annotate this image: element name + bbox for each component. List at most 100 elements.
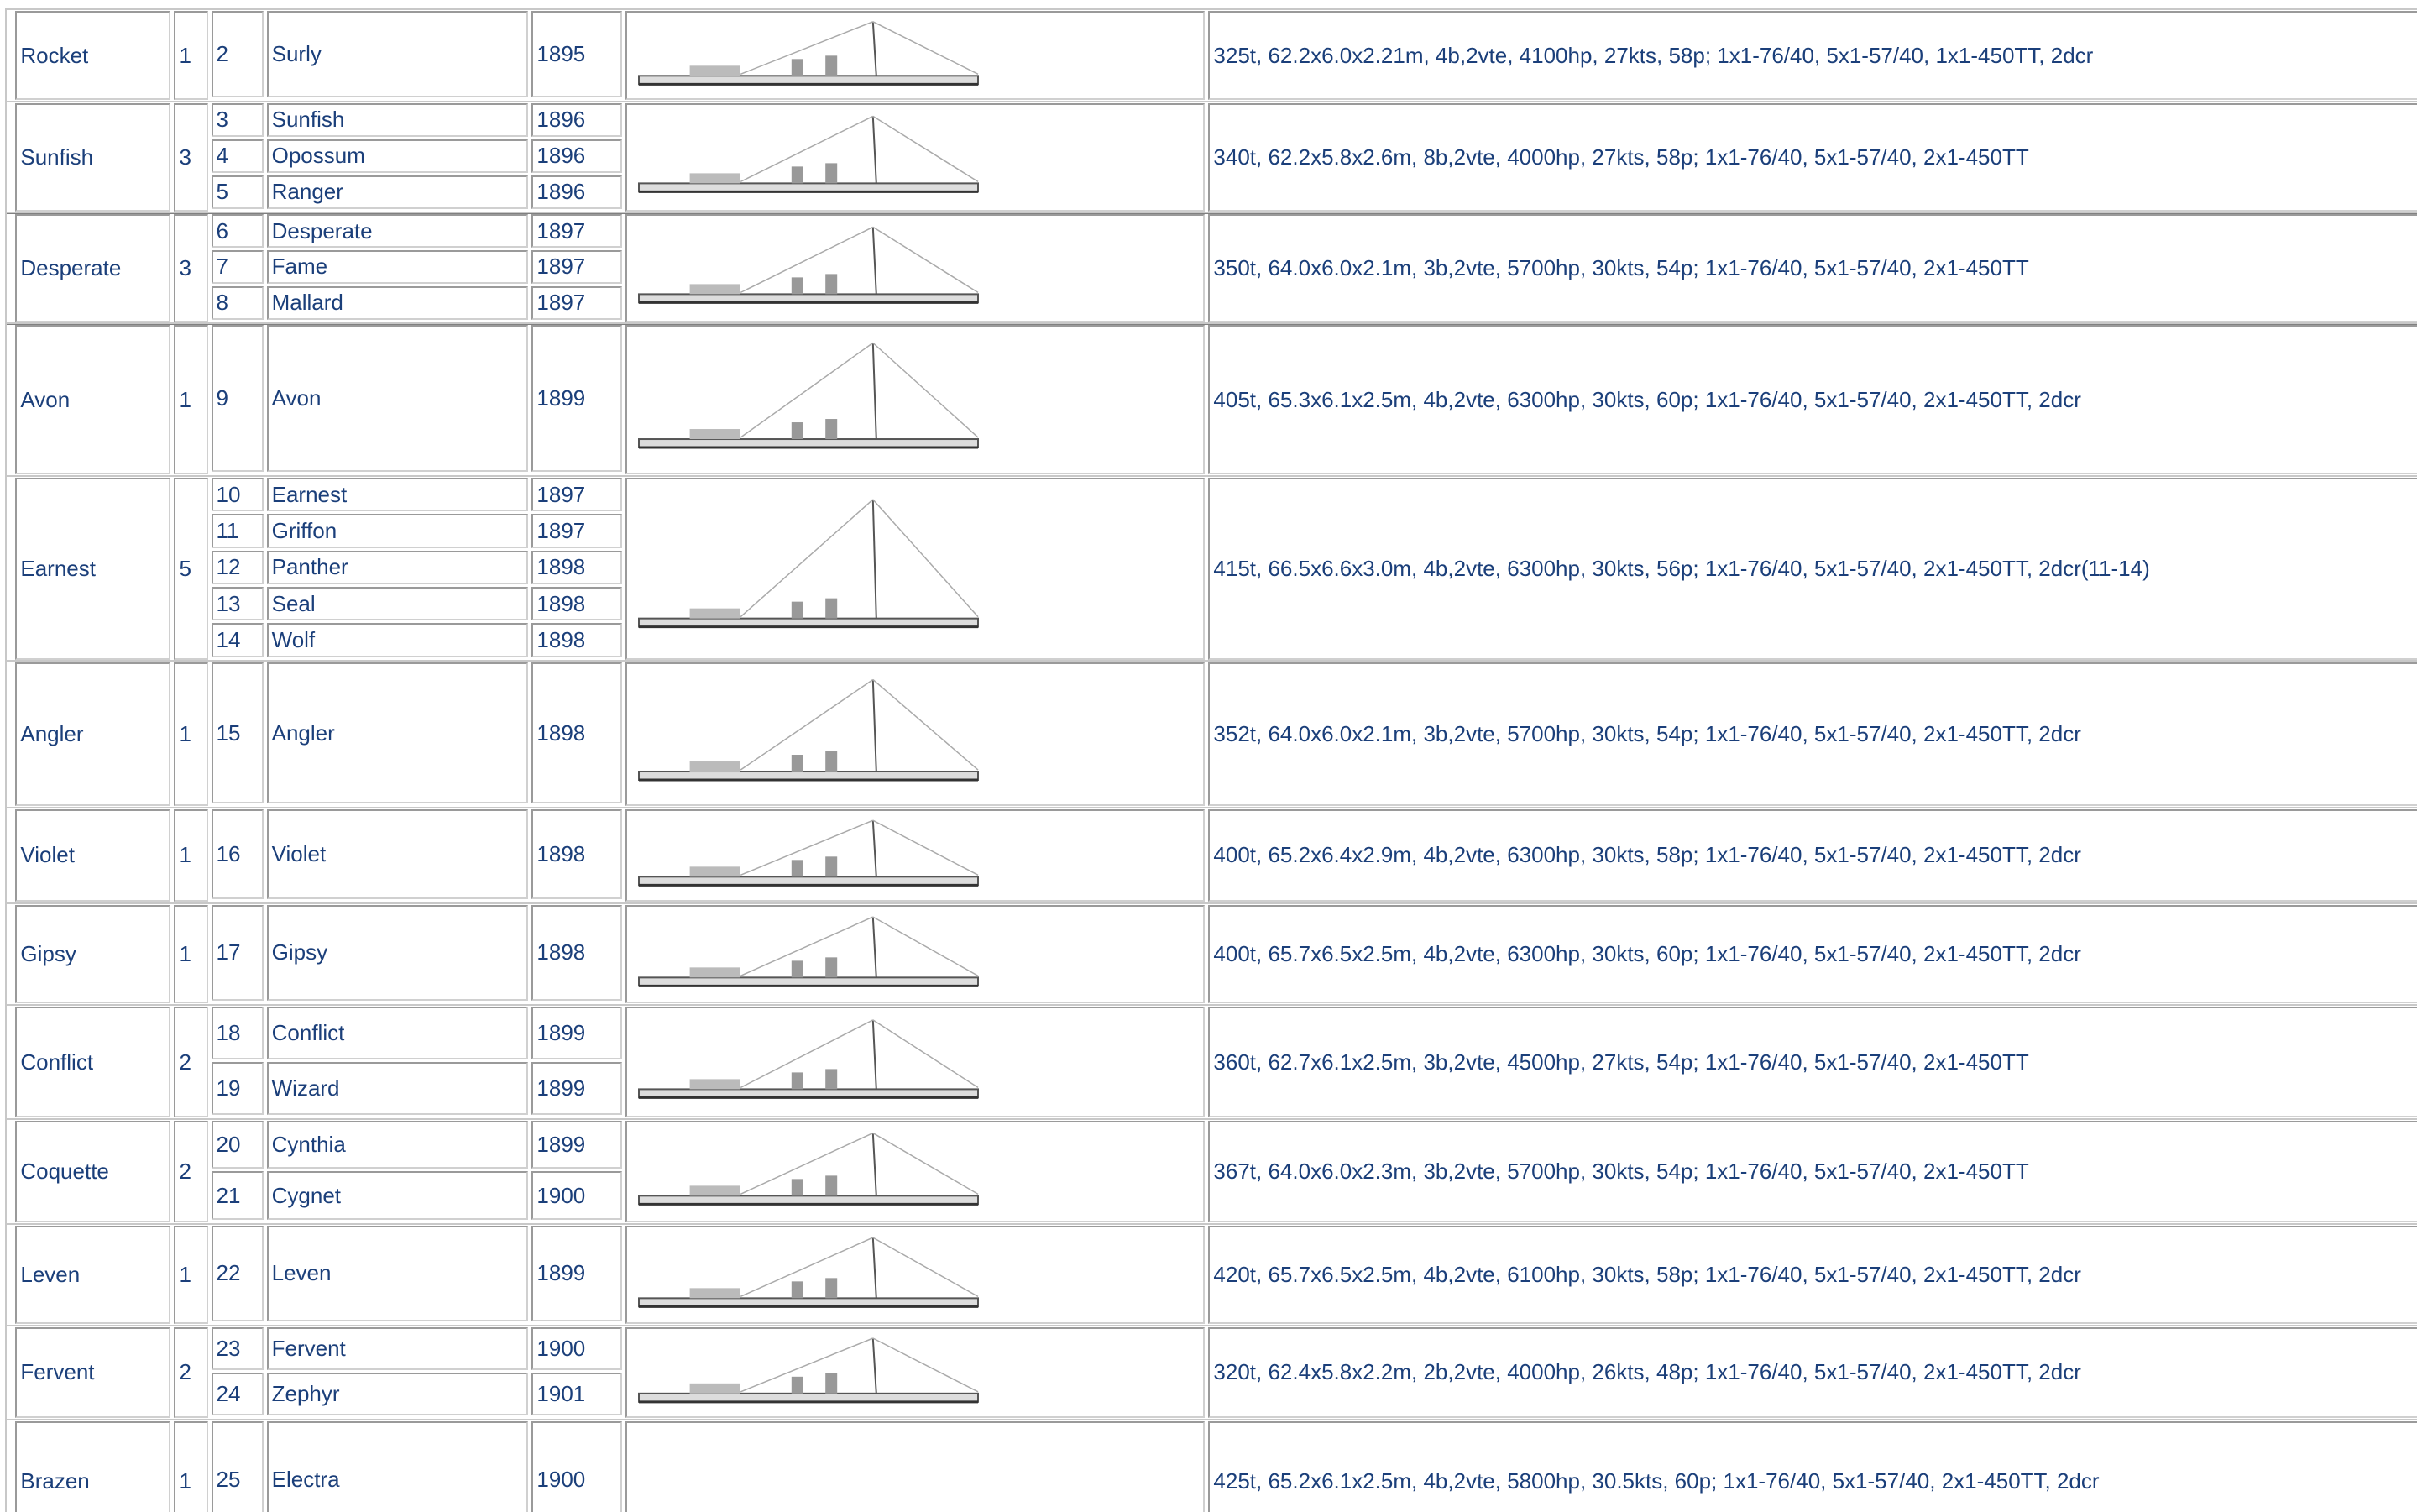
ship-year: 1899: [531, 1006, 623, 1059]
row-frame: [5, 1418, 2417, 1512]
ship-name: Panther: [266, 550, 529, 585]
ship-number: 14: [211, 623, 264, 657]
ship-year: 1895: [531, 10, 623, 98]
image-cell: [625, 478, 1206, 660]
ship-year: 1897: [531, 250, 623, 284]
ship-number: 15: [211, 662, 264, 804]
ship-number: 6: [211, 214, 264, 249]
specifications: 350t, 64.0x6.0x2.1m, 3b,2vte, 5700hp, 30…: [1208, 214, 2417, 322]
ship-number: 7: [211, 250, 264, 284]
ship-year: 1899: [531, 325, 623, 473]
ship-name: Angler: [266, 662, 529, 804]
ship-count: 1: [174, 10, 208, 101]
ship-count: 3: [174, 214, 208, 322]
ship-count: 2: [174, 1006, 208, 1118]
ship-name: Avon: [266, 325, 529, 473]
ship-drawing: [638, 1132, 980, 1206]
class-name: Violet: [15, 808, 171, 902]
class-name: Angler: [15, 662, 171, 807]
ship-number: 24: [211, 1372, 264, 1416]
image-cell: [625, 808, 1206, 902]
ship-count: 1: [174, 1225, 208, 1325]
ship-name: Fame: [266, 250, 529, 284]
ship-drawing: [638, 499, 980, 629]
ship-year: 1897: [531, 514, 623, 548]
ship-number: 20: [211, 1120, 264, 1169]
ship-drawing: [638, 1237, 980, 1308]
ship-count: 1: [174, 1420, 208, 1512]
specifications: 415t, 66.5x6.6x3.0m, 4b,2vte, 6300hp, 30…: [1208, 478, 2417, 660]
class-name: Desperate: [15, 214, 171, 322]
ship-name: Opossum: [266, 139, 529, 173]
image-cell: [625, 103, 1206, 212]
ship-name: Leven: [266, 1225, 529, 1322]
class-name: Conflict: [15, 1006, 171, 1118]
class-name: Gipsy: [15, 904, 171, 1004]
specifications: 425t, 65.2x6.1x2.5m, 4b,2vte, 5800hp, 30…: [1208, 1420, 2417, 1512]
ship-count: 2: [174, 1326, 208, 1419]
ship-year: 1896: [531, 139, 623, 173]
ship-count: 1: [174, 904, 208, 1004]
ship-name: Ranger: [266, 175, 529, 209]
ship-number: 4: [211, 139, 264, 173]
specifications: 352t, 64.0x6.0x2.1m, 3b,2vte, 5700hp, 30…: [1208, 662, 2417, 807]
ship-name: Earnest: [266, 478, 529, 512]
ship-count: 1: [174, 662, 208, 807]
ship-number: 3: [211, 103, 264, 137]
ship-name: Conflict: [266, 1006, 529, 1059]
ship-name: Wolf: [266, 623, 529, 657]
ship-number: 25: [211, 1420, 264, 1512]
ship-number: 16: [211, 808, 264, 900]
specifications: 400t, 65.7x6.5x2.5m, 4b,2vte, 6300hp, 30…: [1208, 904, 2417, 1004]
image-cell: [625, 1006, 1206, 1118]
ship-drawing: [638, 343, 980, 449]
ship-name: Wizard: [266, 1062, 529, 1116]
ship-number: 17: [211, 904, 264, 1002]
ship-year: 1898: [531, 808, 623, 900]
class-name: Avon: [15, 325, 171, 475]
class-name: Earnest: [15, 478, 171, 660]
image-cell: [625, 1225, 1206, 1325]
ship-number: 13: [211, 587, 264, 621]
ship-number: 22: [211, 1225, 264, 1322]
ship-name: Sunfish: [266, 103, 529, 137]
ship-number: 9: [211, 325, 264, 473]
ship-name: Surly: [266, 10, 529, 98]
ship-year: 1898: [531, 904, 623, 1002]
ship-drawing: [638, 1019, 980, 1099]
specifications: 320t, 62.4x5.8x2.2m, 2b,2vte, 4000hp, 26…: [1208, 1326, 2417, 1419]
image-cell: [625, 1120, 1206, 1222]
ship-name: Zephyr: [266, 1372, 529, 1416]
image-cell: [625, 904, 1206, 1004]
image-cell: [625, 1326, 1206, 1419]
ship-year: 1896: [531, 175, 623, 209]
ship-year: 1900: [531, 1420, 623, 1512]
ship-count: 3: [174, 103, 208, 212]
specifications: 405t, 65.3x6.1x2.5m, 4b,2vte, 6300hp, 30…: [1208, 325, 2417, 475]
ship-name: Seal: [266, 587, 529, 621]
image-cell: [625, 662, 1206, 807]
ship-name: Mallard: [266, 285, 529, 320]
ship-name: Cynthia: [266, 1120, 529, 1169]
ship-year: 1899: [531, 1120, 623, 1169]
ship-year: 1899: [531, 1062, 623, 1116]
ship-count: 5: [174, 478, 208, 660]
class-name: Sunfish: [15, 103, 171, 212]
ship-year: 1897: [531, 285, 623, 320]
ship-name: Fervent: [266, 1326, 529, 1370]
class-name: Rocket: [15, 10, 171, 101]
specifications: 340t, 62.2x5.8x2.6m, 8b,2vte, 4000hp, 27…: [1208, 103, 2417, 212]
ship-drawing: [638, 115, 980, 193]
ship-name: Desperate: [266, 214, 529, 249]
ship-name: Violet: [266, 808, 529, 900]
ship-year: 1899: [531, 1225, 623, 1322]
image-cell: [625, 214, 1206, 322]
specifications: 360t, 62.7x6.1x2.5m, 3b,2vte, 4500hp, 27…: [1208, 1006, 2417, 1118]
specifications: 367t, 64.0x6.0x2.3m, 3b,2vte, 5700hp, 30…: [1208, 1120, 2417, 1222]
ship-year: 1898: [531, 623, 623, 657]
image-cell: [625, 325, 1206, 475]
ship-drawing: [638, 916, 980, 987]
ship-year: 1901: [531, 1372, 623, 1416]
ship-name: Cygnet: [266, 1171, 529, 1220]
